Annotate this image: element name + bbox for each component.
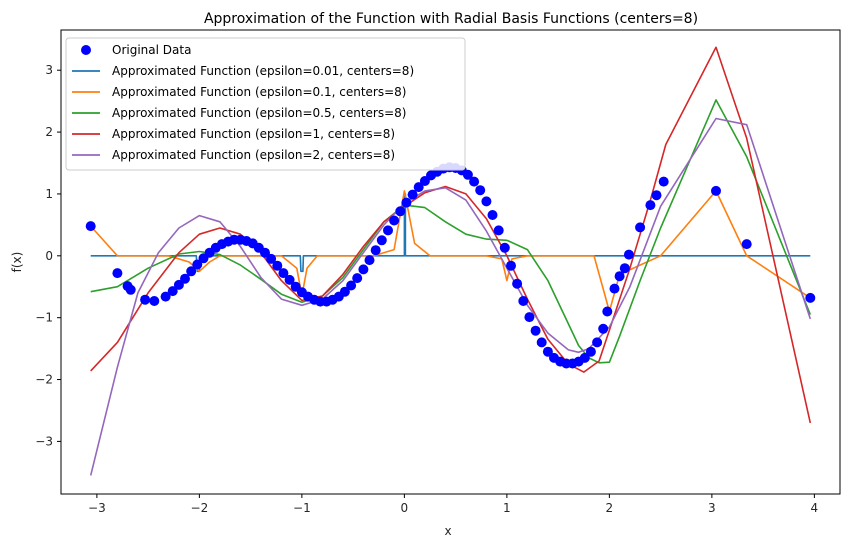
data-point — [499, 242, 510, 253]
data-point — [506, 260, 516, 271]
data-point — [619, 263, 630, 274]
data-point — [741, 239, 752, 250]
data-point — [278, 268, 289, 279]
x-tick-label: 0 — [401, 501, 409, 515]
x-tick-label: 4 — [811, 501, 819, 515]
x-tick-label: 1 — [503, 501, 511, 515]
data-point — [149, 296, 160, 306]
data-point — [524, 312, 535, 323]
scatter-layer — [85, 162, 816, 369]
data-point — [481, 196, 492, 207]
data-point — [518, 296, 529, 306]
x-tick-label: −1 — [293, 501, 311, 515]
data-point — [112, 268, 123, 279]
data-point — [192, 259, 203, 270]
data-point — [140, 294, 151, 305]
y-tick-label: 2 — [45, 125, 53, 139]
data-point — [579, 352, 590, 363]
data-point — [623, 249, 634, 260]
y-tick-label: 0 — [45, 249, 53, 263]
data-point — [370, 245, 381, 256]
data-point — [395, 206, 406, 217]
x-tick-label: 2 — [606, 501, 614, 515]
y-tick-label: 1 — [45, 187, 53, 201]
data-point — [346, 280, 357, 291]
data-point — [711, 185, 721, 196]
data-point — [592, 337, 603, 348]
legend-label: Approximated Function (epsilon=0.01, cen… — [112, 64, 414, 78]
data-point — [284, 274, 295, 285]
data-point — [658, 176, 669, 187]
data-point — [542, 346, 553, 357]
data-point — [462, 169, 473, 180]
y-tick-label: 3 — [45, 63, 53, 77]
plot-frame — [60, 29, 841, 495]
y-axis-label: f(x) — [10, 252, 24, 273]
data-point — [805, 292, 816, 303]
x-tick-label: −3 — [88, 501, 106, 515]
data-point — [512, 278, 523, 289]
data-point — [487, 210, 498, 220]
data-point — [609, 283, 620, 294]
data-point — [651, 190, 662, 201]
data-point — [407, 189, 418, 200]
data-point — [598, 323, 609, 334]
data-point — [585, 346, 596, 357]
x-tick-label: 3 — [708, 501, 716, 515]
legend-label: Approximated Function (epsilon=2, center… — [112, 148, 395, 162]
data-point — [186, 266, 197, 277]
data-point — [602, 306, 613, 317]
legend-label: Approximated Function (epsilon=0.1, cent… — [112, 85, 407, 99]
legend-label: Approximated Function (epsilon=1, center… — [112, 127, 395, 141]
data-point — [352, 273, 363, 284]
y-tick-label: −3 — [35, 434, 53, 448]
chart-title: Approximation of the Function with Radia… — [204, 11, 698, 27]
data-point — [167, 286, 178, 297]
data-point — [475, 185, 486, 196]
legend-label: Approximated Function (epsilon=0.5, cent… — [112, 106, 407, 120]
y-tick-label: −2 — [35, 373, 53, 387]
data-point — [272, 260, 283, 271]
legend-marker-scatter — [81, 45, 91, 55]
y-tick-label: −1 — [35, 311, 53, 325]
data-point — [358, 264, 369, 275]
legend-box — [65, 37, 466, 171]
data-point — [180, 273, 190, 284]
data-point — [260, 247, 270, 258]
data-point — [389, 215, 400, 226]
data-point — [339, 286, 350, 297]
data-point — [85, 221, 96, 232]
legend-label: Original Data — [112, 43, 191, 57]
data-point — [493, 225, 504, 236]
x-axis-label: x — [444, 524, 451, 538]
legend: Original Data Approximated Function (epsi… — [65, 37, 466, 171]
data-point — [376, 235, 387, 246]
data-point — [645, 200, 656, 211]
series-line-2 — [90, 99, 812, 364]
data-point — [173, 279, 184, 290]
data-point — [469, 176, 480, 187]
data-point — [160, 291, 171, 302]
x-tick-label: −2 — [191, 501, 209, 515]
data-point — [401, 197, 412, 208]
data-point — [614, 271, 625, 282]
x-axis-ticks: −3 −2 −1 0 1 2 3 4 — [88, 494, 818, 515]
data-point — [266, 253, 277, 264]
data-point — [383, 225, 393, 236]
data-point — [530, 325, 541, 336]
data-point — [125, 284, 136, 295]
data-point — [364, 255, 375, 266]
data-point — [413, 182, 424, 193]
data-point — [635, 222, 646, 233]
y-axis-ticks: −3 −2 −1 0 1 2 3 — [35, 63, 61, 448]
data-point — [536, 337, 547, 348]
